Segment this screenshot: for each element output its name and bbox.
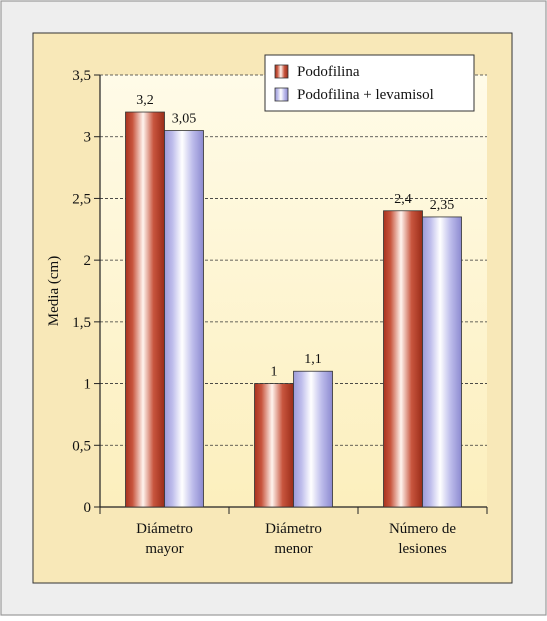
bar-podofilina-levamisol: [164, 130, 204, 508]
legend-label-podofilina-levamisol: Podofilina + levamisol: [297, 87, 434, 103]
y-axis-title: Media (cm): [46, 256, 62, 326]
bar-podofilina-levamisol: [293, 370, 333, 508]
y-tick-label: 3: [84, 130, 92, 146]
legend-label-podofilina: Podofilina: [297, 64, 360, 80]
y-tick-label: 0: [84, 500, 92, 516]
bar-podofilina: [125, 111, 165, 508]
data-label: 3,05: [172, 112, 197, 127]
y-tick-label: 1,5: [72, 315, 91, 331]
legend-swatch-podofilina-levamisol: [274, 87, 289, 102]
data-label: 1,1: [304, 352, 322, 367]
bar-podofilina: [383, 210, 423, 508]
legend-swatch-podofilina: [274, 64, 289, 79]
data-label: 1: [271, 365, 278, 380]
y-tick-label: 1: [84, 377, 92, 393]
x-category-label: Número de: [389, 521, 456, 537]
bar-podofilina: [254, 383, 294, 508]
legend-box: [264, 54, 475, 112]
y-tick-label: 2,5: [72, 191, 91, 207]
y-tick-label: 2: [84, 253, 92, 269]
x-category-label: Diámetro: [136, 521, 193, 537]
bar-podofilina-levamisol: [422, 216, 462, 508]
x-category-label: lesiones: [398, 541, 446, 557]
x-category-label: menor: [274, 541, 312, 557]
data-label: 2,35: [430, 198, 455, 213]
x-category-label: mayor: [145, 541, 183, 557]
legend: Podofilina Podofilina + levamisol: [264, 54, 475, 112]
data-label: 2,4: [394, 192, 412, 207]
y-tick-label: 0,5: [72, 438, 91, 454]
data-label: 3,2: [136, 93, 154, 108]
x-category-label: Diámetro: [265, 521, 322, 537]
y-tick-label: 3,5: [72, 68, 91, 84]
